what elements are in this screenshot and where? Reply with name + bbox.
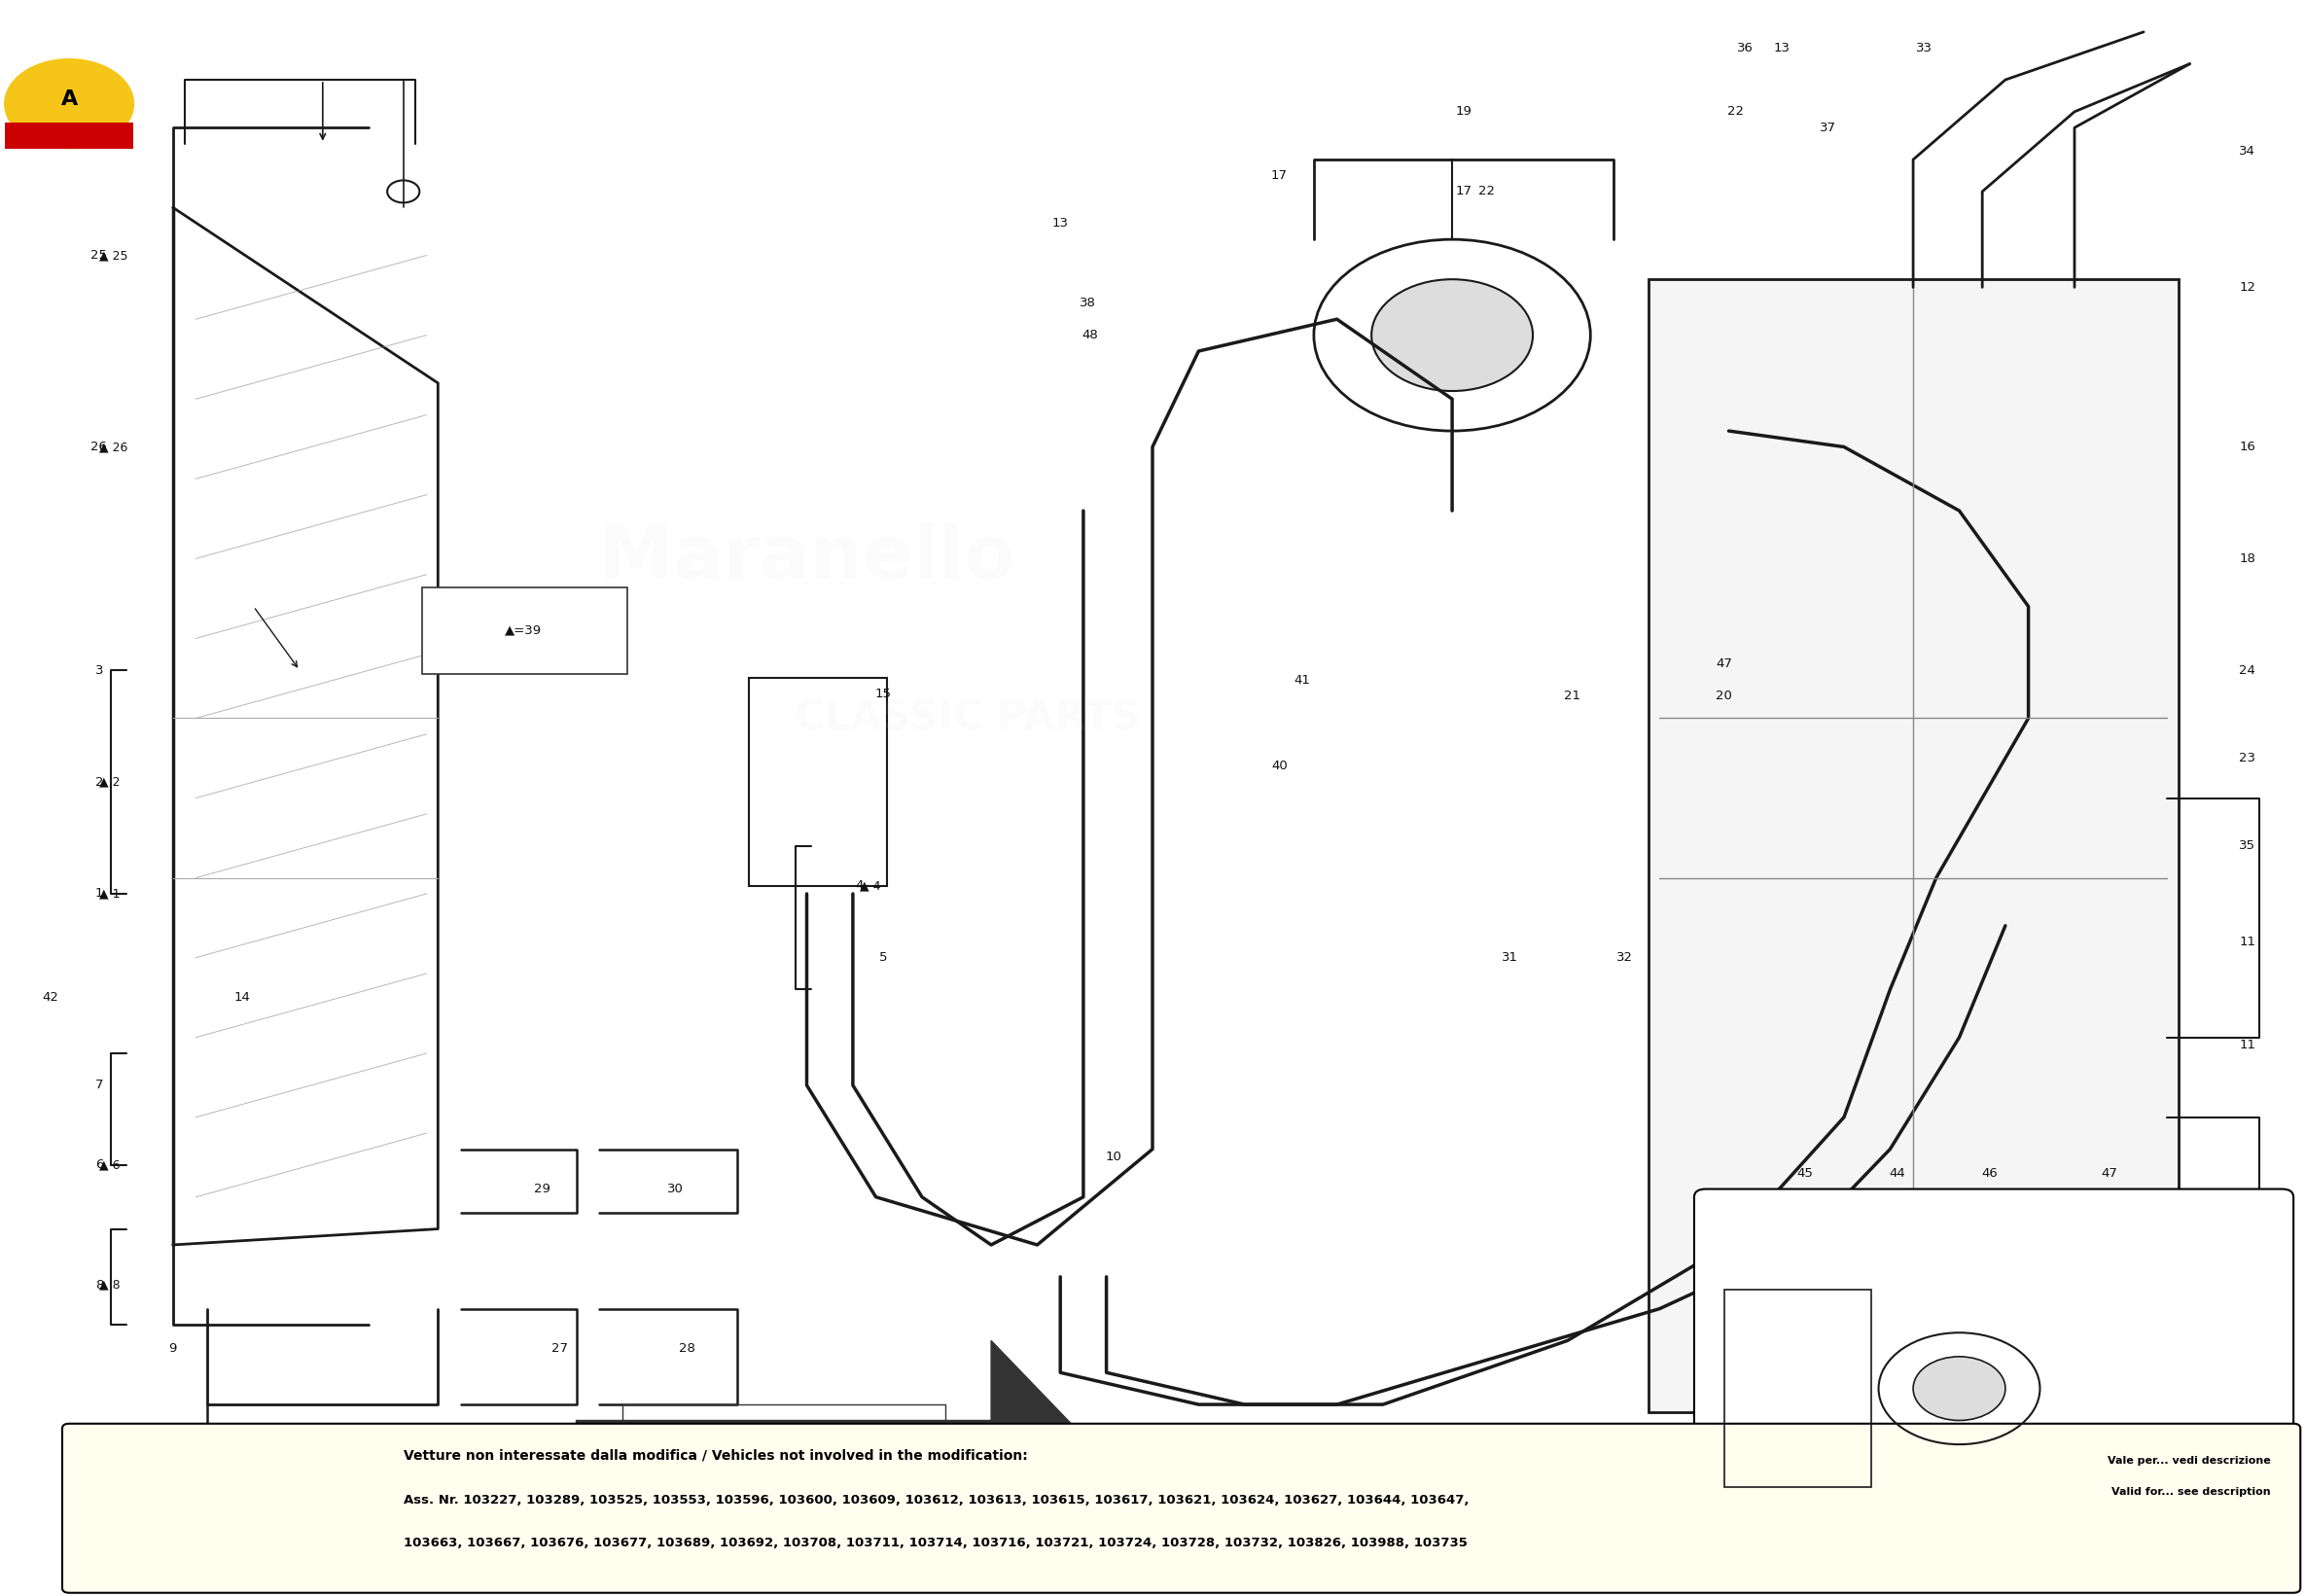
Text: 34: 34 [2238,145,2257,158]
Text: 8: 8 [95,1278,104,1291]
Text: 37: 37 [1819,121,1837,134]
Text: 28: 28 [678,1342,696,1355]
Text: ▲ 6: ▲ 6 [99,1159,120,1171]
FancyBboxPatch shape [1694,1189,2293,1540]
Text: ▲=39: ▲=39 [505,624,542,637]
Text: 30: 30 [666,1183,685,1195]
Polygon shape [576,1341,1083,1532]
Text: 13: 13 [1773,41,1791,54]
Text: 17: 17 [1270,169,1288,182]
Text: 47: 47 [2100,1167,2118,1179]
Text: ▲ 26: ▲ 26 [99,440,127,453]
Text: 103663, 103667, 103676, 103677, 103689, 103692, 103708, 103711, 103714, 103716, : 103663, 103667, 103676, 103677, 103689, … [403,1537,1468,1550]
Text: 25: 25 [90,249,108,262]
Text: 20: 20 [1715,689,1733,702]
FancyBboxPatch shape [62,1424,2300,1593]
Text: 5: 5 [878,951,887,964]
Text: 15: 15 [874,688,892,701]
Text: 11: 11 [2238,935,2257,948]
Text: 22: 22 [1726,105,1745,118]
Text: Vetture non interessate dalla modifica / Vehicles not involved in the modificati: Vetture non interessate dalla modifica /… [403,1449,1028,1462]
Circle shape [1371,279,1533,391]
Text: 3: 3 [95,664,104,677]
Text: ▲ 8: ▲ 8 [99,1278,120,1291]
Text: 24: 24 [2238,664,2257,677]
Text: 38: 38 [1079,297,1097,310]
Text: 2: 2 [95,776,104,788]
Text: 1: 1 [95,887,104,900]
Polygon shape [5,123,134,148]
Text: 47: 47 [1715,658,1733,670]
Text: 13: 13 [1051,217,1070,230]
Text: ▲ 1: ▲ 1 [99,887,120,900]
Text: 42: 42 [41,991,60,1004]
Text: 14: 14 [233,991,251,1004]
Text: ▲ 4: ▲ 4 [860,879,881,892]
Text: 27: 27 [551,1342,569,1355]
Text: 43: 43 [2238,1395,2257,1408]
Text: 22: 22 [1478,185,1496,198]
Text: Valid for... see description: Valid for... see description [2111,1487,2270,1497]
Text: CLASSIC PARTS: CLASSIC PARTS [795,697,1141,739]
Text: A: A [60,89,78,109]
FancyBboxPatch shape [1648,279,2178,1412]
Text: 18: 18 [2238,552,2257,565]
Text: 33: 33 [1915,41,1934,54]
Text: 16: 16 [2238,440,2257,453]
Text: ▲ 25: ▲ 25 [99,249,127,262]
Text: 41: 41 [1293,674,1312,686]
Text: 21: 21 [1563,689,1581,702]
Text: 36: 36 [1736,41,1754,54]
Text: 32: 32 [1616,951,1634,964]
Text: Maranello: Maranello [599,522,1014,595]
Text: 11: 11 [2238,1039,2257,1052]
Text: 6: 6 [95,1159,104,1171]
Text: 9: 9 [168,1342,177,1355]
Text: 10: 10 [1104,1151,1123,1163]
Text: 19: 19 [1454,105,1473,118]
Text: 17: 17 [1454,185,1473,198]
Text: Ass. Nr. 103227, 103289, 103525, 103553, 103596, 103600, 103609, 103612, 103613,: Ass. Nr. 103227, 103289, 103525, 103553,… [403,1494,1468,1507]
Text: Vale per... vedi descrizione: Vale per... vedi descrizione [2107,1456,2270,1465]
Text: 29: 29 [532,1183,551,1195]
Text: 40: 40 [1270,760,1288,772]
Circle shape [1913,1357,2005,1420]
Text: 26: 26 [90,440,108,453]
FancyBboxPatch shape [422,587,627,674]
Text: 12: 12 [2238,281,2257,294]
Text: 7: 7 [95,1079,104,1092]
Text: ▲ 2: ▲ 2 [99,776,120,788]
Text: 31: 31 [1501,951,1519,964]
Text: 35: 35 [2238,839,2257,852]
Text: 4: 4 [855,879,864,892]
Circle shape [5,59,134,148]
Text: 23: 23 [2238,752,2257,764]
Text: 48: 48 [1081,329,1099,342]
Text: 46: 46 [1980,1167,1998,1179]
Text: 44: 44 [1888,1167,1906,1179]
Text: 45: 45 [1796,1167,1814,1179]
